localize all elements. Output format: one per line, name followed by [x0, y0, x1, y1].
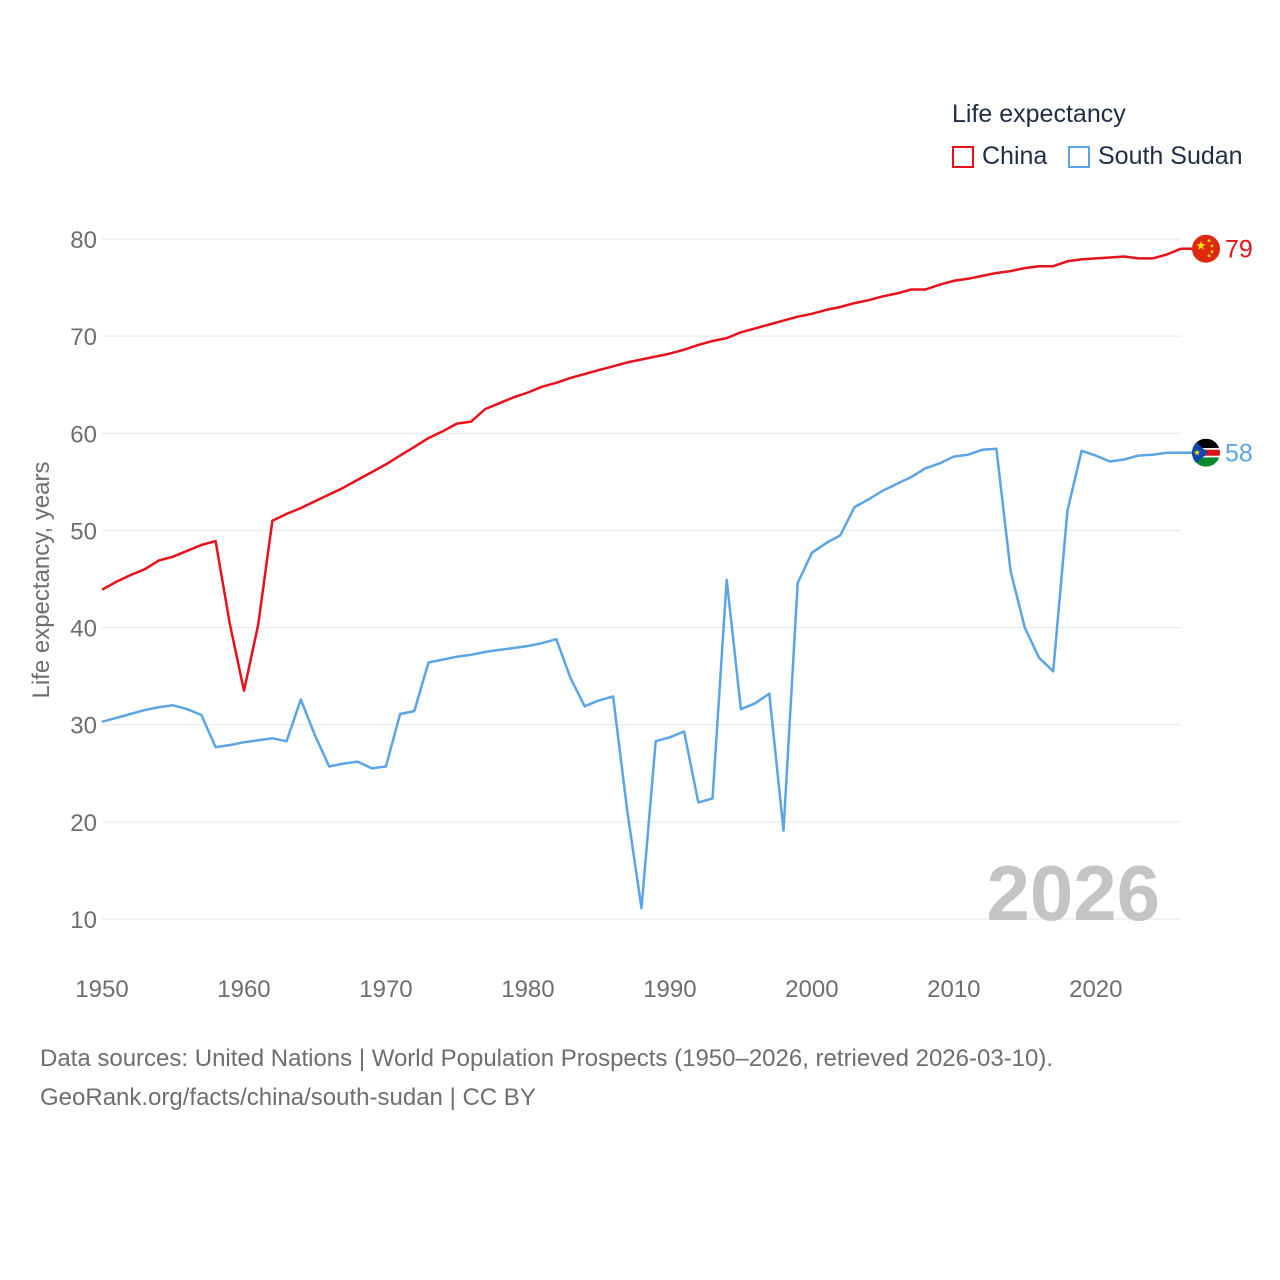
series-line-south-sudan	[101, 447, 1181, 910]
legend-label-south-sudan: South Sudan	[1098, 142, 1243, 170]
legend-swatch-china	[952, 145, 974, 168]
legend-label-china: China	[982, 142, 1048, 170]
y-tick-label-30: 30	[70, 713, 97, 740]
y-tick-label-20: 20	[70, 810, 97, 837]
y-axis-label: Life expectancy, years	[28, 461, 55, 699]
footer-sources: Data sources: United Nations | World Pop…	[40, 1045, 1054, 1072]
legend-item-south-sudan[interactable]: South Sudan	[1068, 142, 1243, 171]
x-tick-label-2000: 2000	[785, 976, 838, 1003]
y-tick-label-70: 70	[70, 324, 97, 351]
series-line-china	[101, 247, 1182, 692]
x-tick-label-1970: 1970	[359, 976, 412, 1003]
y-tick-label-50: 50	[70, 518, 97, 545]
year-badge: 2026	[986, 849, 1160, 937]
y-tick-label-10: 10	[70, 907, 97, 934]
x-tick-label-1960: 1960	[217, 976, 270, 1003]
legend-item-china[interactable]: China	[952, 142, 1047, 171]
x-tick-label-1990: 1990	[643, 976, 696, 1003]
y-tick-label-40: 40	[70, 616, 97, 643]
x-tick-label-1950: 1950	[75, 976, 128, 1003]
series-end-markers: 79 58	[1181, 234, 1253, 468]
y-tick-label-80: 80	[70, 227, 97, 254]
x-tick-label-2010: 2010	[927, 976, 980, 1003]
legend-swatch-south-sudan	[1068, 145, 1090, 168]
footer-credit: GeoRank.org/facts/china/south-sudan | CC…	[40, 1084, 536, 1111]
legend-title: Life expectancy	[952, 100, 1126, 128]
y-tick-label-60: 60	[70, 421, 97, 448]
end-label-china: 79	[1225, 236, 1253, 264]
gridlines	[102, 238, 1181, 920]
end-label-south-sudan: 58	[1225, 440, 1253, 468]
y-axis-ticks: 10 20 30 40 50 60 70 80	[70, 227, 97, 934]
x-tick-label-1980: 1980	[501, 976, 554, 1003]
x-tick-label-2020: 2020	[1069, 976, 1122, 1003]
china-flag-icon	[1192, 234, 1220, 263]
x-axis-ticks: 1950 1960 1970 1980 1990 2000 2010 2020	[75, 976, 1122, 1003]
series-lines	[101, 247, 1182, 910]
south-sudan-flag-icon	[1192, 438, 1220, 467]
